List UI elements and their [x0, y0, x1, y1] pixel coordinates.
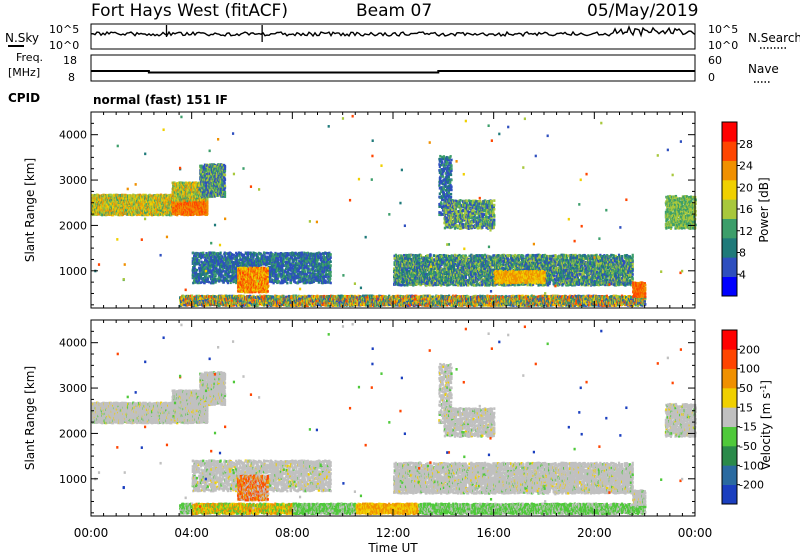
power-cell [154, 195, 157, 199]
power-cell [223, 164, 227, 168]
freq-line [91, 70, 695, 74]
power-cell [148, 193, 151, 197]
freq-panel-frame [90, 54, 696, 82]
mode-text: normal (fast) 151 IF [93, 93, 228, 107]
nave-label: Nave [748, 62, 779, 76]
freq-unit-label: [MHz] [8, 66, 40, 79]
power-cell [121, 209, 124, 212]
power-cell [271, 253, 274, 256]
beam-label: Beam 07 [356, 1, 432, 21]
power-cell [198, 259, 201, 262]
nsky-tick-bottom: 10^0 [49, 39, 79, 52]
power-cell [168, 193, 171, 197]
power-cell [116, 193, 119, 197]
power-cell [168, 213, 171, 217]
power-cell [223, 190, 227, 194]
power-cell [223, 178, 227, 181]
nsky-panel-frame [90, 23, 696, 50]
power-cell [235, 256, 239, 259]
power-cell [223, 181, 226, 184]
power-cell [150, 211, 153, 215]
freq-tick-top: 18 [63, 54, 77, 67]
power-cell [109, 193, 112, 197]
freq-trace [91, 70, 695, 74]
nsearch-label: N.Search [748, 31, 800, 45]
power-cell [289, 281, 293, 285]
power-cell [154, 204, 157, 207]
power-cell [223, 195, 227, 198]
nsearch-tick-top: 10^5 [708, 23, 738, 36]
nsky-trace [90, 25, 696, 42]
cpid-label: CPID [8, 91, 40, 105]
power-cell [200, 255, 204, 259]
date-label: 05/May/2019 [587, 1, 699, 21]
nave-tick-top: 60 [708, 54, 722, 67]
power-cell [223, 173, 227, 177]
nsky-line [90, 25, 696, 38]
power-cell [112, 213, 115, 217]
power-cell [128, 205, 131, 208]
power-cell [202, 251, 205, 255]
nsearch-tick-bottom: 10^0 [708, 39, 738, 52]
power-cell [206, 212, 209, 215]
power-cell [167, 202, 171, 205]
power-cell [223, 184, 227, 188]
power-cell [104, 211, 107, 215]
power-cell [100, 207, 103, 211]
power-cell [136, 195, 139, 198]
power-cell [286, 281, 289, 285]
nave-tick-bottom: 0 [708, 71, 715, 84]
power-cell [219, 251, 222, 255]
power-cell [227, 279, 230, 283]
power-cell [123, 204, 126, 208]
nsky-label: N.Sky [5, 31, 39, 45]
power-cell [141, 205, 144, 208]
power-cell [141, 213, 144, 217]
power-cell [206, 204, 209, 208]
power-heatmap [91, 114, 697, 308]
power-cell [195, 268, 198, 272]
freq-label: Freq. [16, 51, 43, 64]
power-cell [277, 258, 280, 262]
power-cell [144, 200, 147, 204]
freq-tick-bottom: 8 [68, 71, 75, 84]
power-cell [206, 209, 209, 212]
power-cell [267, 251, 270, 255]
radar-title: Fort Hays West (fitACF) [91, 1, 288, 21]
nsky-tick-top: 10^5 [49, 23, 79, 36]
power-cell [214, 273, 217, 276]
power-cell [107, 205, 110, 208]
